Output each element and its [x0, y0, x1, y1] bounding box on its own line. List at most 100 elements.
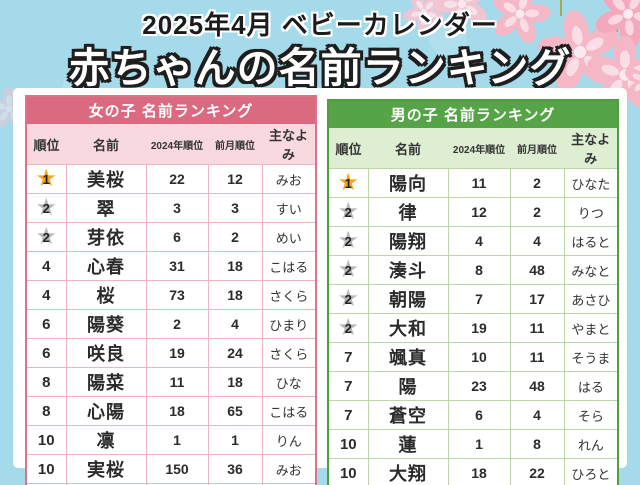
- prev-month-cell: 2: [509, 168, 565, 198]
- reading-cell: みお: [261, 454, 317, 484]
- name-cell: 陽向: [367, 168, 449, 198]
- boys-column: 男の子 名前ランキング 順位 名前 2024年順位 前月順位 主なよみ ★ 1 陽向 11 2 ひ…: [327, 99, 620, 485]
- table-row: 8 陽菜 11 18 ひな: [25, 367, 317, 397]
- reading-cell: はると: [563, 226, 619, 256]
- column-header-4: 主なよみ: [262, 124, 317, 165]
- rank-cell: 10: [327, 458, 369, 485]
- rank-cell: ★ 2: [327, 284, 369, 314]
- name-cell: 陽翔: [367, 226, 449, 256]
- rank-cell: ★ 2: [327, 255, 369, 285]
- table-row: 10 大翔 18 22 ひろと: [327, 458, 619, 485]
- table-row: 8 心陽 18 65 こはる: [25, 396, 317, 426]
- silver-star-icon: ★ 2: [337, 285, 360, 312]
- name-cell: 律: [367, 197, 449, 227]
- table-row: ★ 2 律 12 2 りつ: [327, 197, 619, 227]
- silver-star-icon: ★ 2: [337, 314, 360, 341]
- reading-cell: みお: [261, 164, 317, 194]
- rank-2024-cell: 73: [145, 280, 209, 310]
- column-header-0: 順位: [328, 128, 369, 169]
- name-cell: 芽依: [65, 222, 147, 252]
- prev-month-cell: 48: [509, 255, 565, 285]
- column-header-0: 順位: [26, 124, 66, 165]
- boys-column-header-row: 順位 名前 2024年順位 前月順位 主なよみ: [328, 128, 619, 169]
- name-cell: 凛: [65, 425, 147, 455]
- girls-table-body: ★ 1 美桜 22 12 みお ★ 2 翠 3 3 すい ★ 2 芽依 6 2 めい 4 心春 31 18 こはる 4 桜 73 1…: [25, 164, 317, 485]
- rank-cell: 10: [25, 454, 67, 484]
- sakura-flower-icon: [529, 1, 631, 103]
- rank-2024-cell: 8: [447, 255, 511, 285]
- prev-month-cell: 36: [207, 454, 263, 484]
- rank-2024-cell: 10: [447, 342, 511, 372]
- prev-month-cell: 2: [509, 197, 565, 227]
- table-row: 7 颯真 10 11 そうま: [327, 342, 619, 372]
- reading-cell: はる: [563, 371, 619, 401]
- table-row: ★ 2 芽依 6 2 めい: [25, 222, 317, 252]
- prev-month-cell: 4: [509, 226, 565, 256]
- reading-cell: こはる: [261, 396, 317, 426]
- name-cell: 大和: [367, 313, 449, 343]
- name-cell: 陽葵: [65, 309, 147, 339]
- rank-cell: 6: [25, 338, 67, 368]
- name-cell: 美桜: [65, 164, 147, 194]
- reading-cell: みなと: [563, 255, 619, 285]
- reading-cell: さくら: [261, 280, 317, 310]
- rank-cell: ★ 2: [25, 193, 67, 223]
- silver-star-icon: ★ 2: [35, 194, 57, 221]
- column-header-1: 名前: [368, 128, 449, 169]
- prev-month-cell: 1: [207, 425, 263, 455]
- rank-2024-cell: 4: [447, 226, 511, 256]
- reading-cell: りん: [261, 425, 317, 455]
- rank-cell: ★ 1: [327, 168, 369, 198]
- prev-month-cell: 48: [509, 371, 565, 401]
- name-cell: 陽: [367, 371, 449, 401]
- sakura-stem-icon: [560, 0, 562, 16]
- rank-cell: 4: [25, 280, 67, 310]
- column-header-3: 前月順位: [510, 128, 565, 169]
- reading-cell: そうま: [563, 342, 619, 372]
- table-row: ★ 1 美桜 22 12 みお: [25, 164, 317, 194]
- sakura-flower-icon: [393, 0, 455, 43]
- name-cell: 心春: [65, 251, 147, 281]
- name-cell: 陽菜: [65, 367, 147, 397]
- rank-2024-cell: 2: [145, 309, 209, 339]
- girls-column-header-row: 順位 名前 2024年順位 前月順位 主なよみ: [26, 124, 317, 165]
- name-cell: 湊斗: [367, 255, 449, 285]
- column-header-4: 主なよみ: [564, 128, 619, 169]
- reading-cell: そら: [563, 400, 619, 430]
- name-cell: 桜: [65, 280, 147, 310]
- name-cell: 咲良: [65, 338, 147, 368]
- rank-2024-cell: 12: [447, 197, 511, 227]
- prev-month-cell: 12: [207, 164, 263, 194]
- prev-month-cell: 4: [207, 309, 263, 339]
- rank-cell: ★ 1: [25, 164, 67, 194]
- rank-2024-cell: 19: [145, 338, 209, 368]
- reading-cell: ひな: [261, 367, 317, 397]
- reading-cell: めい: [261, 222, 317, 252]
- rank-cell: ★ 2: [327, 226, 369, 256]
- reading-cell: りつ: [563, 197, 619, 227]
- prev-month-cell: 11: [509, 313, 565, 343]
- rank-cell: ★ 2: [327, 313, 369, 343]
- rank-2024-cell: 1: [447, 429, 511, 459]
- reading-cell: ひまり: [261, 309, 317, 339]
- rank-cell: ★ 2: [25, 222, 67, 252]
- table-row: 6 咲良 19 24 さくら: [25, 338, 317, 368]
- page-title: 赤ちゃんの名前ランキング: [68, 45, 572, 91]
- rank-2024-cell: 18: [145, 396, 209, 426]
- prev-month-cell: 18: [207, 251, 263, 281]
- ranking-panel: 女の子 名前ランキング 順位 名前 2024年順位 前月順位 主なよみ ★ 1 美桜 22 12…: [13, 88, 627, 485]
- prev-month-cell: 65: [207, 396, 263, 426]
- banner-subtitle: 2025年4月 ベビーカレンダー: [142, 10, 498, 40]
- boys-table-title: 男の子 名前ランキング: [328, 100, 619, 128]
- name-cell: 蒼空: [367, 400, 449, 430]
- rank-2024-cell: 6: [447, 400, 511, 430]
- rank-cell: 7: [327, 342, 369, 372]
- rank-2024-cell: 6: [145, 222, 209, 252]
- rank-2024-cell: 11: [145, 367, 209, 397]
- table-row: 10 凛 1 1 りん: [25, 425, 317, 455]
- rank-2024-cell: 7: [447, 284, 511, 314]
- reading-cell: さくら: [261, 338, 317, 368]
- name-cell: 大翔: [367, 458, 449, 485]
- table-row: ★ 2 翠 3 3 すい: [25, 193, 317, 223]
- rank-2024-cell: 150: [145, 454, 209, 484]
